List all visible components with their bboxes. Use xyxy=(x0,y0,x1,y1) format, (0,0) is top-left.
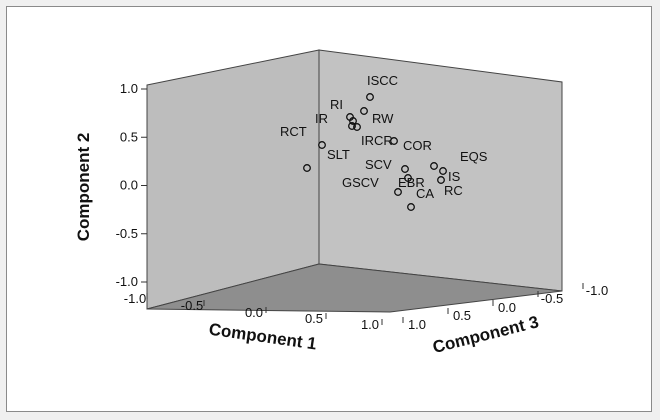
z-tick-label: 0.5 xyxy=(453,308,471,323)
x-axis-title: Component 1 xyxy=(208,320,318,354)
point-label: ISCC xyxy=(367,73,398,88)
point-label: SLT xyxy=(327,147,350,162)
point-label: RC xyxy=(444,183,463,198)
x-tick-label: 0.0 xyxy=(245,305,263,320)
point-label: CA xyxy=(416,186,434,201)
z-axis-title: Component 3 xyxy=(431,312,541,357)
x-tick-label: -1.0 xyxy=(124,291,146,306)
point-label: EQS xyxy=(460,149,488,164)
y-tick-label: -0.5 xyxy=(116,226,138,241)
x-tick-label: 0.5 xyxy=(305,311,323,326)
back-wall xyxy=(319,50,562,291)
z-tick-label: -0.5 xyxy=(541,291,563,306)
x-tick-label: 1.0 xyxy=(361,317,379,332)
y-axis-title: Component 2 xyxy=(74,133,93,242)
point-label: IS xyxy=(448,169,461,184)
scatter-3d-chart: 1.0 0.5 0.0 -0.5 -1.0 -1.0 -0.5 0.0 0.5 1.0 1.0 0… xyxy=(7,7,653,413)
z-tick-label: 1.0 xyxy=(408,317,426,332)
y-tick-label: 0.0 xyxy=(120,178,138,193)
x-tick-label: -0.5 xyxy=(181,298,203,313)
side-wall xyxy=(147,50,319,309)
point-label: IR xyxy=(315,111,328,126)
y-tick-label: 0.5 xyxy=(120,129,138,144)
point-label: IRCR xyxy=(361,133,393,148)
point-label: RI xyxy=(330,97,343,112)
z-tick-label: 0.0 xyxy=(498,300,516,315)
point-label: RCT xyxy=(280,124,307,139)
z-tick-label: -1.0 xyxy=(586,283,608,298)
point-label: COR xyxy=(403,138,432,153)
y-axis-ticks: 1.0 0.5 0.0 -0.5 -1.0 xyxy=(116,81,147,289)
chart-frame: 1.0 0.5 0.0 -0.5 -1.0 -1.0 -0.5 0.0 0.5 1.0 1.0 0… xyxy=(6,6,652,412)
y-tick-label: -1.0 xyxy=(116,274,138,289)
y-tick-label: 1.0 xyxy=(120,81,138,96)
point-label: RW xyxy=(372,111,394,126)
point-label: GSCV xyxy=(342,175,379,190)
point-label: SCV xyxy=(365,157,392,172)
